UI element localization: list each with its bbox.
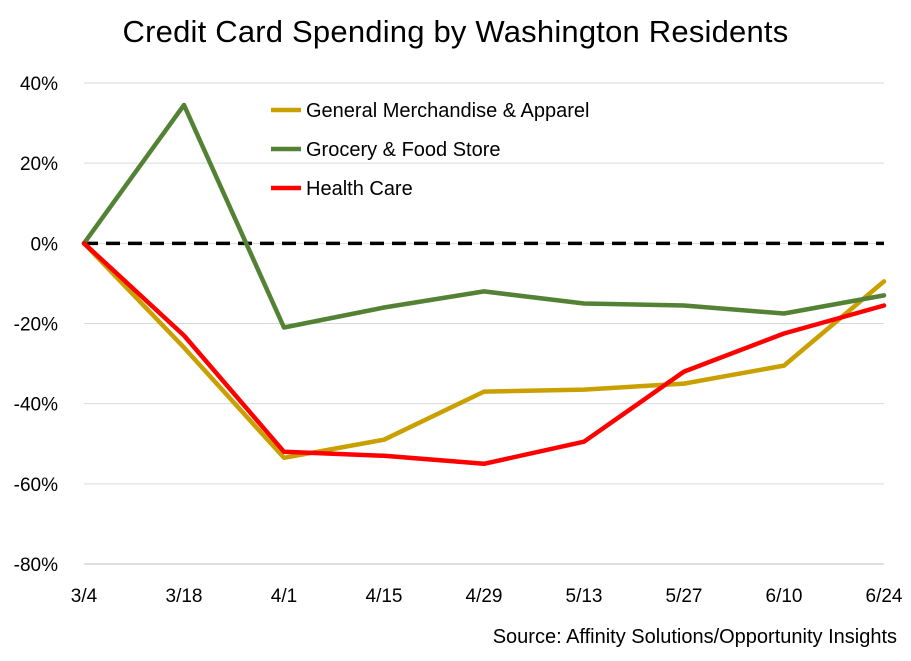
y-tick-label: 20% (20, 154, 58, 175)
x-axis-tick-labels: 3/4 3/18 4/1 4/15 4/29 5/13 5/27 6/10 6/24 (71, 586, 903, 607)
series-line-2 (81, 102, 887, 330)
series-line-3 (81, 241, 887, 467)
legend-label: Health Care (306, 178, 413, 200)
x-tick-label: 3/18 (166, 586, 203, 607)
x-tick-label: 4/15 (366, 586, 403, 607)
source-note: Source: Affinity Solutions/Opportunity I… (492, 626, 897, 648)
y-tick-label: -40% (14, 395, 58, 416)
x-tick-label: 5/13 (566, 586, 603, 607)
y-tick-label: 0% (31, 234, 59, 255)
x-tick-label: 6/10 (766, 586, 803, 607)
x-tick-label: 4/1 (271, 586, 297, 607)
series-line-1 (81, 241, 887, 461)
y-tick-label: -20% (14, 315, 58, 336)
legend-label: Grocery & Food Store (306, 139, 501, 161)
y-tick-label: -60% (14, 475, 58, 496)
series-lines (81, 102, 887, 467)
x-tick-label: 6/24 (866, 586, 903, 607)
x-tick-label: 4/29 (466, 586, 503, 607)
x-tick-label: 3/4 (71, 586, 98, 607)
x-tick-label: 5/27 (666, 586, 703, 607)
chart-title: Credit Card Spending by Washington Resid… (122, 14, 789, 49)
y-axis-tick-labels: 40% 20% 0% -20% -40% -60% -80% (14, 74, 58, 576)
legend: General Merchandise & Apparel Grocery & F… (271, 100, 590, 200)
legend-label: General Merchandise & Apparel (306, 100, 590, 122)
y-tick-label: 40% (20, 74, 58, 95)
y-tick-label: -80% (14, 555, 58, 576)
